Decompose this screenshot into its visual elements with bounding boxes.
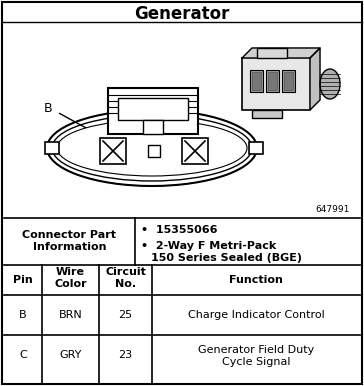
Ellipse shape: [47, 110, 257, 186]
Bar: [143, 120, 163, 134]
Bar: [284, 72, 293, 90]
Text: Circuit
No.: Circuit No.: [105, 267, 146, 289]
Bar: [266, 70, 279, 92]
Bar: [148, 145, 160, 157]
Bar: [268, 72, 277, 90]
Bar: [282, 70, 295, 92]
Text: GRY: GRY: [59, 350, 82, 360]
Text: Connector Part
Information: Connector Part Information: [23, 230, 116, 252]
Bar: [100, 138, 126, 164]
Text: 647991: 647991: [316, 205, 350, 215]
Text: Function: Function: [229, 275, 283, 285]
Text: •  15355066: • 15355066: [141, 225, 218, 235]
Bar: [252, 72, 261, 90]
Polygon shape: [310, 48, 320, 110]
Text: Pin: Pin: [13, 275, 33, 285]
Text: C: C: [178, 102, 186, 115]
Bar: [250, 70, 263, 92]
Text: Generator: Generator: [134, 5, 230, 23]
Text: 150 Series Sealed (BGE): 150 Series Sealed (BGE): [151, 253, 302, 263]
Text: Generator Field Duty: Generator Field Duty: [198, 345, 314, 355]
Bar: [118, 98, 188, 120]
Bar: [242, 58, 310, 110]
Bar: [252, 110, 282, 118]
Text: B: B: [44, 102, 52, 115]
Bar: [182, 138, 208, 164]
Text: Cycle Signal: Cycle Signal: [222, 357, 290, 367]
Ellipse shape: [320, 69, 340, 99]
Bar: [45, 142, 59, 154]
Bar: [257, 48, 287, 58]
Text: •  2-Way F Metri-Pack: • 2-Way F Metri-Pack: [141, 241, 276, 251]
Text: 23: 23: [118, 350, 132, 360]
Text: Charge Indicator Control: Charge Indicator Control: [187, 310, 324, 320]
Bar: [249, 142, 263, 154]
Polygon shape: [242, 48, 320, 58]
Text: Wire
Color: Wire Color: [54, 267, 87, 289]
Text: BRN: BRN: [59, 310, 82, 320]
Ellipse shape: [57, 120, 247, 176]
Text: C: C: [19, 350, 27, 360]
Ellipse shape: [52, 115, 252, 181]
Text: B: B: [19, 310, 27, 320]
Text: 25: 25: [118, 310, 132, 320]
Bar: [108, 88, 198, 134]
